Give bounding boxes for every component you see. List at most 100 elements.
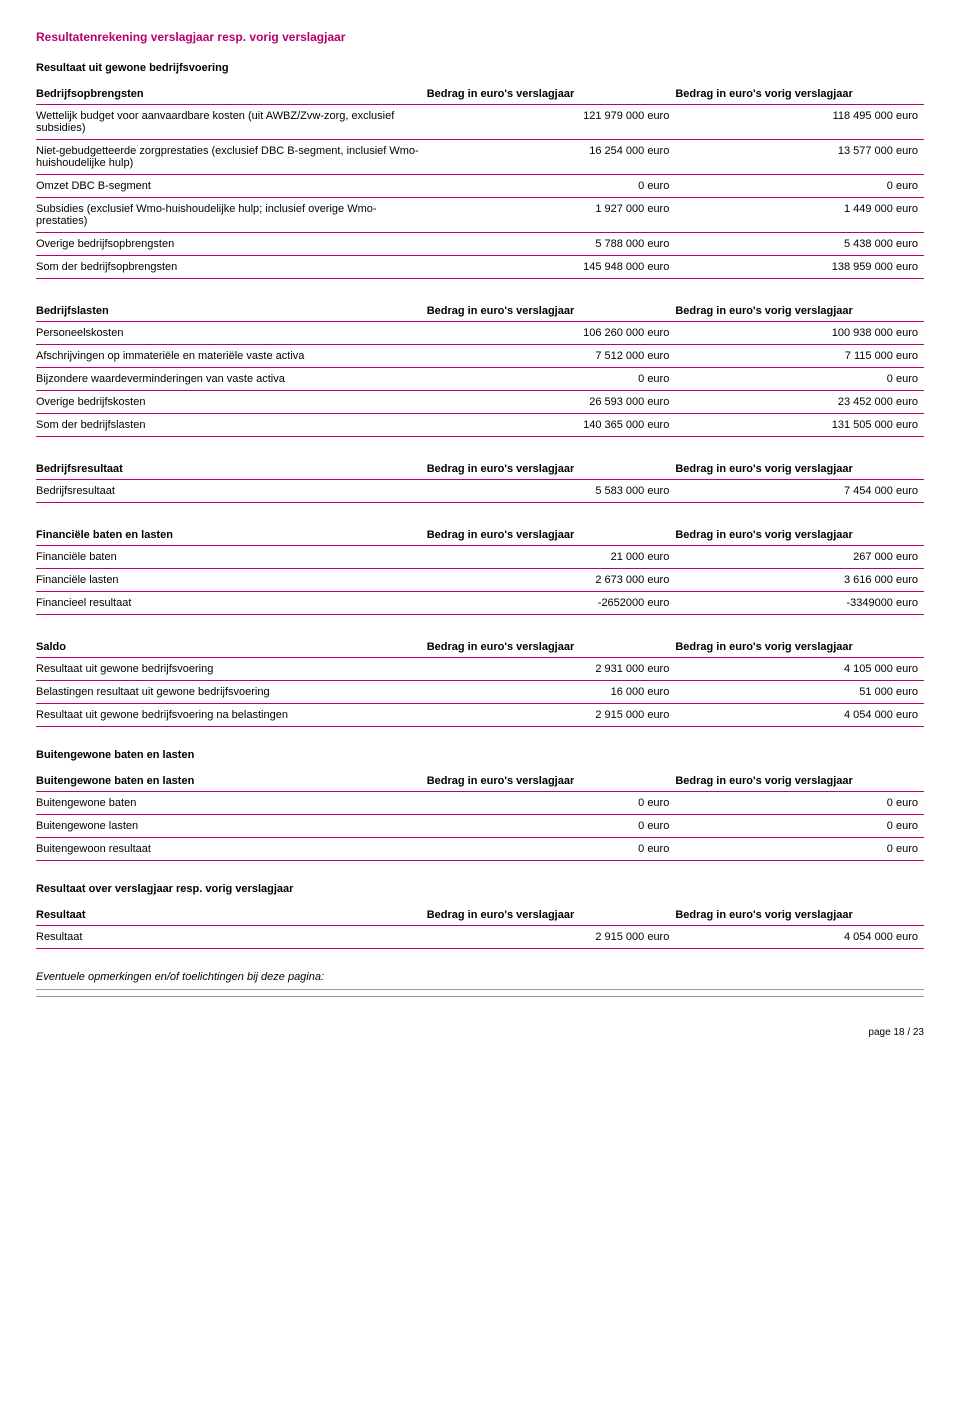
row-label: Som der bedrijfslasten xyxy=(36,414,427,437)
col-header-cur: Bedrag in euro's verslagjaar xyxy=(427,637,676,658)
row-value-cur: 5 583 000 euro xyxy=(427,480,676,503)
col-header-cur: Bedrag in euro's verslagjaar xyxy=(427,84,676,105)
table-body: Buitengewone baten0 euro0 euroBuitengewo… xyxy=(36,792,924,861)
row-label: Financiële baten xyxy=(36,546,427,569)
table-row: Resultaat uit gewone bedrijfsvoering na … xyxy=(36,704,924,727)
divider xyxy=(36,989,924,990)
col-header-label: Bedrijfsopbrengsten xyxy=(36,84,427,105)
row-value-prev: 118 495 000 euro xyxy=(675,105,924,140)
table-bedrijfsresultaat: Bedrijfsresultaat Bedrag in euro's versl… xyxy=(36,459,924,503)
row-value-cur: 2 931 000 euro xyxy=(427,658,676,681)
row-label: Belastingen resultaat uit gewone bedrijf… xyxy=(36,681,427,704)
row-value-prev: 100 938 000 euro xyxy=(675,322,924,345)
row-label: Subsidies (exclusief Wmo-huishoudelijke … xyxy=(36,198,427,233)
divider xyxy=(36,996,924,997)
table-buitengewoon: Buitengewone baten en lasten Bedrag in e… xyxy=(36,771,924,861)
row-value-cur: 140 365 000 euro xyxy=(427,414,676,437)
row-label: Personeelskosten xyxy=(36,322,427,345)
row-label: Resultaat uit gewone bedrijfsvoering xyxy=(36,658,427,681)
table-row: Financieel resultaat-2652000 euro-334900… xyxy=(36,592,924,615)
row-value-cur: 2 915 000 euro xyxy=(427,704,676,727)
row-value-prev: 4 054 000 euro xyxy=(675,704,924,727)
col-header-label: Buitengewone baten en lasten xyxy=(36,771,427,792)
row-value-prev: 5 438 000 euro xyxy=(675,233,924,256)
row-value-cur: 0 euro xyxy=(427,368,676,391)
table-row: Buitengewone lasten0 euro0 euro xyxy=(36,815,924,838)
col-header-cur: Bedrag in euro's verslagjaar xyxy=(427,771,676,792)
table-row: Som der bedrijfslasten140 365 000 euro13… xyxy=(36,414,924,437)
table-row: Afschrijvingen op immateriële en materië… xyxy=(36,345,924,368)
table-row: Niet-gebudgetteerde zorgprestaties (excl… xyxy=(36,140,924,175)
col-header-prev: Bedrag in euro's vorig verslagjaar xyxy=(675,637,924,658)
row-value-cur: 16 000 euro xyxy=(427,681,676,704)
row-value-prev: 138 959 000 euro xyxy=(675,256,924,279)
table-row: Bedrijfsresultaat5 583 000 euro7 454 000… xyxy=(36,480,924,503)
col-header-prev: Bedrag in euro's vorig verslagjaar xyxy=(675,84,924,105)
row-label: Bedrijfsresultaat xyxy=(36,480,427,503)
row-value-cur: 145 948 000 euro xyxy=(427,256,676,279)
table-row: Wettelijk budget voor aanvaardbare koste… xyxy=(36,105,924,140)
table-row: Subsidies (exclusief Wmo-huishoudelijke … xyxy=(36,198,924,233)
subheading-resultaat: Resultaat over verslagjaar resp. vorig v… xyxy=(36,883,924,895)
table-row: Financiële lasten2 673 000 euro3 616 000… xyxy=(36,569,924,592)
table-body: Resultaat2 915 000 euro4 054 000 euro xyxy=(36,926,924,949)
row-value-prev: 267 000 euro xyxy=(675,546,924,569)
table-row: Overige bedrijfsopbrengsten5 788 000 eur… xyxy=(36,233,924,256)
page-footer: page 18 / 23 xyxy=(36,1027,924,1038)
row-value-prev: 0 euro xyxy=(675,815,924,838)
col-header-prev: Bedrag in euro's vorig verslagjaar xyxy=(675,459,924,480)
row-label: Niet-gebudgetteerde zorgprestaties (excl… xyxy=(36,140,427,175)
table-row: Bijzondere waardeverminderingen van vast… xyxy=(36,368,924,391)
table-body: Bedrijfsresultaat5 583 000 euro7 454 000… xyxy=(36,480,924,503)
col-header-prev: Bedrag in euro's vorig verslagjaar xyxy=(675,771,924,792)
table-body: Personeelskosten106 260 000 euro100 938 … xyxy=(36,322,924,437)
table-body: Wettelijk budget voor aanvaardbare koste… xyxy=(36,105,924,279)
col-header-prev: Bedrag in euro's vorig verslagjaar xyxy=(675,525,924,546)
row-label: Overige bedrijfskosten xyxy=(36,391,427,414)
row-value-prev: 23 452 000 euro xyxy=(675,391,924,414)
row-label: Wettelijk budget voor aanvaardbare koste… xyxy=(36,105,427,140)
row-label: Buitengewone baten xyxy=(36,792,427,815)
col-header-label: Resultaat xyxy=(36,905,427,926)
col-header-prev: Bedrag in euro's vorig verslagjaar xyxy=(675,905,924,926)
table-bedrijfsopbrengsten: Bedrijfsopbrengsten Bedrag in euro's ver… xyxy=(36,84,924,279)
table-row: Omzet DBC B-segment0 euro0 euro xyxy=(36,175,924,198)
row-value-prev: 7 115 000 euro xyxy=(675,345,924,368)
table-row: Som der bedrijfsopbrengsten145 948 000 e… xyxy=(36,256,924,279)
col-header-cur: Bedrag in euro's verslagjaar xyxy=(427,525,676,546)
note-label: Eventuele opmerkingen en/of toelichtinge… xyxy=(36,971,924,983)
page-title: Resultatenrekening verslagjaar resp. vor… xyxy=(36,30,924,44)
table-saldo: Saldo Bedrag in euro's verslagjaar Bedra… xyxy=(36,637,924,727)
table-row: Overige bedrijfskosten26 593 000 euro23 … xyxy=(36,391,924,414)
table-body: Financiële baten21 000 euro267 000 euroF… xyxy=(36,546,924,615)
row-value-cur: 0 euro xyxy=(427,838,676,861)
col-header-label: Saldo xyxy=(36,637,427,658)
row-value-cur: 1 927 000 euro xyxy=(427,198,676,233)
row-value-prev: 1 449 000 euro xyxy=(675,198,924,233)
table-row: Belastingen resultaat uit gewone bedrijf… xyxy=(36,681,924,704)
row-label: Resultaat xyxy=(36,926,427,949)
row-value-cur: 5 788 000 euro xyxy=(427,233,676,256)
table-row: Personeelskosten106 260 000 euro100 938 … xyxy=(36,322,924,345)
row-value-cur: 0 euro xyxy=(427,792,676,815)
row-value-cur: 7 512 000 euro xyxy=(427,345,676,368)
row-value-prev: 51 000 euro xyxy=(675,681,924,704)
row-value-prev: -3349000 euro xyxy=(675,592,924,615)
table-row: Resultaat2 915 000 euro4 054 000 euro xyxy=(36,926,924,949)
subheading-buitengewoon: Buitengewone baten en lasten xyxy=(36,749,924,761)
row-label: Omzet DBC B-segment xyxy=(36,175,427,198)
table-row: Buitengewone baten0 euro0 euro xyxy=(36,792,924,815)
col-header-prev: Bedrag in euro's vorig verslagjaar xyxy=(675,301,924,322)
row-value-cur: 21 000 euro xyxy=(427,546,676,569)
row-value-prev: 3 616 000 euro xyxy=(675,569,924,592)
row-value-cur: 0 euro xyxy=(427,815,676,838)
row-value-prev: 7 454 000 euro xyxy=(675,480,924,503)
row-value-cur: 26 593 000 euro xyxy=(427,391,676,414)
row-label: Buitengewoon resultaat xyxy=(36,838,427,861)
row-value-cur: 2 915 000 euro xyxy=(427,926,676,949)
col-header-cur: Bedrag in euro's verslagjaar xyxy=(427,459,676,480)
row-value-cur: 106 260 000 euro xyxy=(427,322,676,345)
row-value-prev: 131 505 000 euro xyxy=(675,414,924,437)
row-label: Buitengewone lasten xyxy=(36,815,427,838)
row-value-prev: 4 054 000 euro xyxy=(675,926,924,949)
